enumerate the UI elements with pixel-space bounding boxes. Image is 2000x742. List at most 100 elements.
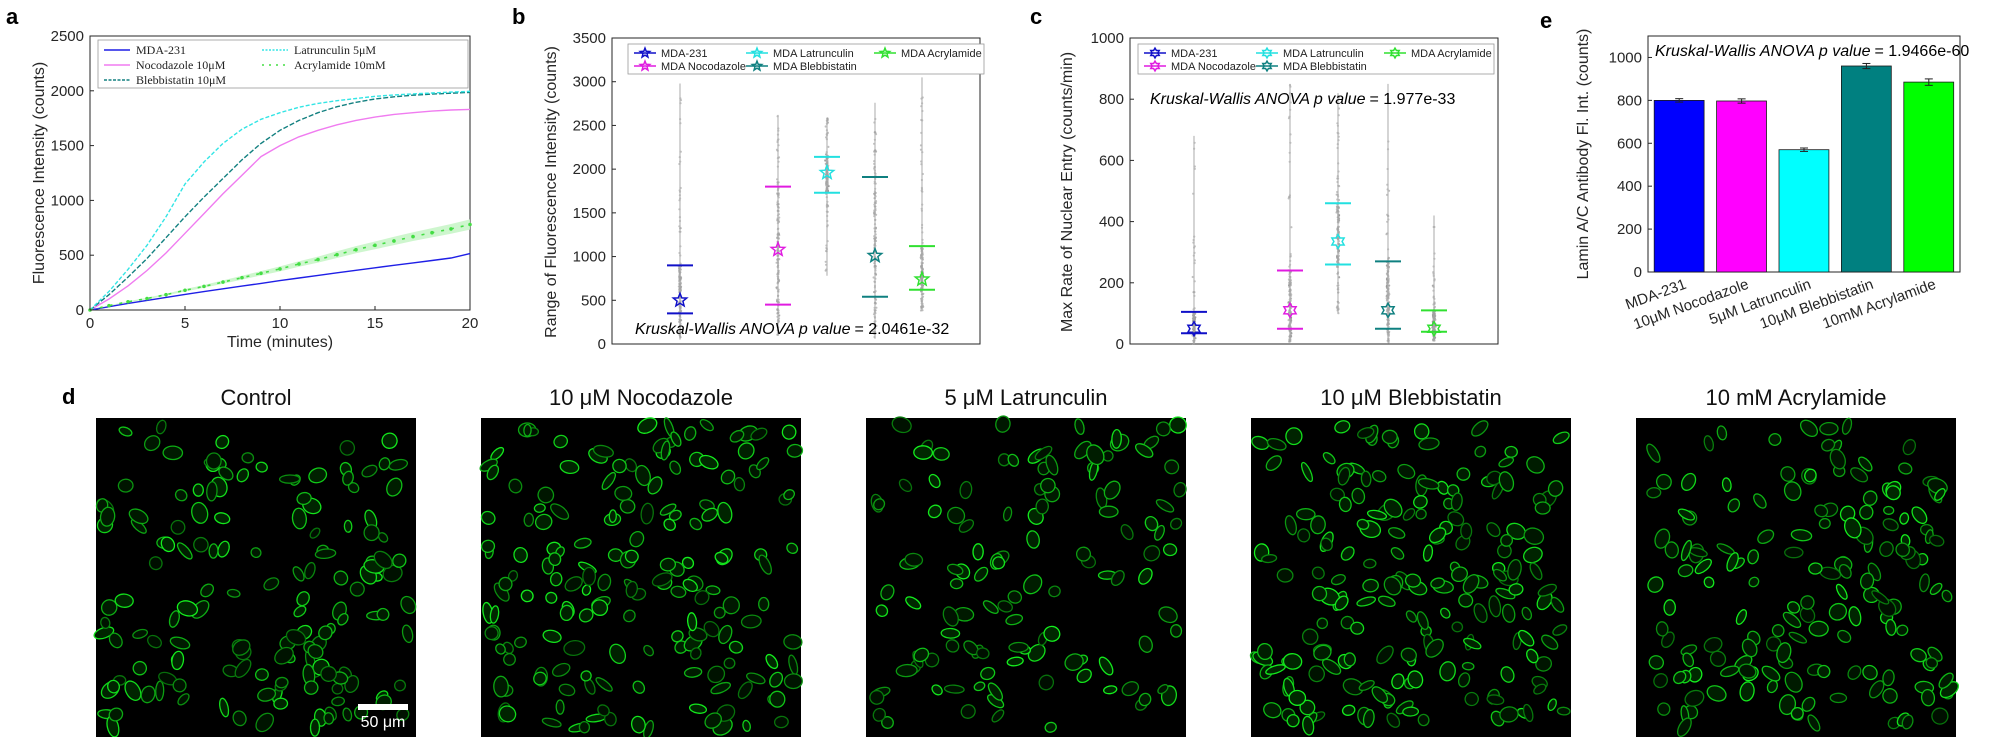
nucleus: [1739, 681, 1755, 702]
nucleus: [1351, 487, 1366, 505]
nucleus: [1703, 576, 1715, 589]
series-point-acrylamide: [164, 292, 168, 297]
nucleus: [1868, 680, 1885, 699]
nucleus: [975, 647, 990, 660]
nucleus: [1457, 672, 1471, 688]
nucleus: [349, 581, 365, 597]
nucleus: [1488, 595, 1502, 618]
median-marker-c: [1261, 46, 1273, 60]
nucleus: [608, 509, 617, 523]
nucleus: [1464, 691, 1479, 707]
nucleus: [495, 643, 506, 655]
nucleus: [1371, 470, 1387, 483]
nucleus: [285, 629, 307, 646]
scale-bar: [358, 704, 408, 710]
nucleus: [1902, 438, 1917, 456]
median-marker-c: [1186, 320, 1202, 338]
series-point-acrylamide: [373, 243, 377, 248]
y-tick-label-b: 1500: [573, 205, 606, 222]
nucleus: [1757, 529, 1775, 545]
y-tick-label-a: 500: [59, 247, 84, 264]
nucleus: [533, 503, 546, 513]
nucleus: [1648, 655, 1664, 670]
nucleus: [160, 536, 176, 553]
nucleus: [1858, 456, 1873, 472]
nucleus: [1007, 453, 1020, 467]
nucleus: [307, 643, 324, 660]
nucleus: [1768, 433, 1782, 446]
nucleus: [1680, 539, 1692, 562]
nucleus: [1716, 425, 1728, 441]
nucleus: [1901, 714, 1914, 730]
nucleus: [1655, 473, 1672, 490]
nucleus: [534, 513, 553, 531]
nucleus: [987, 682, 1004, 701]
nucleus: [1040, 477, 1056, 494]
nucleus: [291, 507, 307, 530]
series-point-acrylamide: [221, 280, 225, 284]
panel-letter-d: d: [62, 384, 75, 409]
nucleus: [684, 426, 697, 441]
nucleus: [1547, 480, 1564, 497]
series-point-acrylamide: [297, 262, 301, 266]
nucleus: [1753, 493, 1767, 509]
nucleus: [688, 627, 708, 642]
series-point-acrylamide: [107, 303, 111, 308]
nucleus: [1169, 517, 1183, 530]
nucleus: [1048, 585, 1061, 598]
nucleus: [947, 506, 966, 525]
micrograph-1: [479, 417, 804, 739]
nucleus: [1308, 665, 1325, 683]
nucleus: [250, 547, 262, 559]
nucleus: [1463, 637, 1482, 650]
stats-label-e: Kruskal-Wallis ANOVA p value: [1655, 43, 1871, 60]
nucleus: [1646, 443, 1661, 463]
legend-label-c: MDA Blebbistatin: [1283, 61, 1367, 73]
nucleus: [1343, 652, 1356, 667]
nucleus: [537, 486, 555, 504]
series-point-acrylamide: [392, 239, 396, 243]
nucleus: [1552, 431, 1570, 445]
nucleus: [1929, 534, 1945, 547]
nucleus: [1316, 617, 1329, 630]
y-tick-label-c: 1000: [1091, 30, 1124, 47]
nucleus: [1882, 669, 1895, 687]
nucleus: [551, 662, 571, 677]
y-tick-label-a: 2000: [51, 83, 84, 100]
nucleus: [1883, 505, 1895, 515]
nucleus: [480, 539, 496, 553]
nucleus: [682, 578, 698, 593]
nucleus: [913, 647, 930, 663]
nucleus: [973, 566, 989, 582]
nucleus: [508, 478, 523, 494]
nucleus: [1356, 518, 1370, 530]
nucleus: [1402, 508, 1416, 521]
nucleus: [718, 624, 733, 645]
nucleus: [1492, 568, 1508, 582]
nucleus: [1931, 707, 1949, 725]
nucleus: [168, 610, 180, 628]
series-line-0: [89, 252, 471, 311]
nucleus: [219, 697, 230, 718]
nucleus: [898, 478, 913, 493]
nucleus: [171, 650, 185, 671]
micrograph-4: [1636, 417, 1959, 738]
nucleus: [1286, 714, 1300, 728]
nucleus: [1138, 567, 1153, 585]
legend-label-b: MDA Nocodazole: [661, 61, 746, 73]
nucleus: [991, 709, 1005, 723]
nucleus: [323, 712, 335, 725]
nucleus: [769, 690, 786, 708]
nucleus: [1899, 512, 1910, 525]
nucleus: [945, 639, 960, 653]
nucleus: [1748, 576, 1760, 588]
nucleus: [255, 712, 275, 733]
series-point-acrylamide: [183, 288, 187, 293]
nucleus: [905, 596, 922, 610]
nucleus: [1002, 506, 1013, 522]
nucleus: [729, 429, 745, 443]
nucleus: [880, 584, 895, 601]
nucleus: [637, 417, 658, 434]
